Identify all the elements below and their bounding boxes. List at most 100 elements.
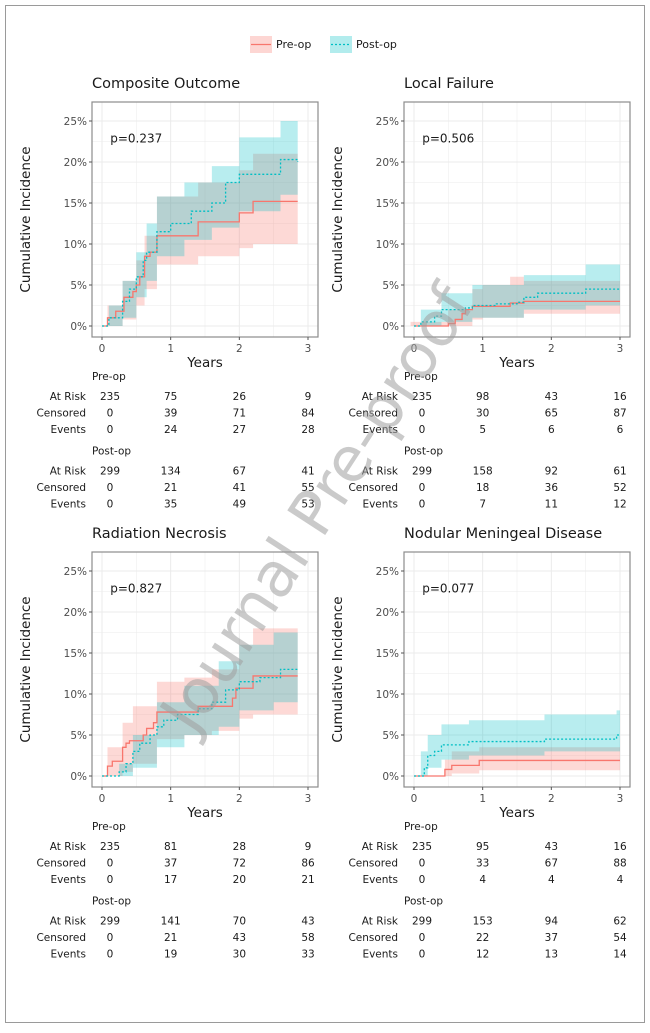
risk-table-cell: 299	[412, 916, 432, 928]
risk-table-row-label: Events	[362, 499, 398, 511]
risk-table-cell: 0	[419, 949, 426, 961]
y-tick-label: 15%	[376, 648, 399, 660]
risk-table-cell: 0	[419, 482, 426, 494]
risk-table-cell: 11	[545, 499, 558, 511]
y-axis-label: Cumulative Incidence	[18, 146, 34, 292]
x-axis-label: Years	[186, 805, 223, 821]
ci-band-pre-op	[107, 153, 298, 326]
risk-table-cell: 53	[301, 499, 314, 511]
p-value: p=0.077	[422, 581, 474, 595]
risk-table-cell: 65	[545, 408, 558, 420]
x-tick-label: 2	[236, 343, 243, 355]
y-tick-label: 10%	[64, 689, 87, 701]
risk-table-cell: 94	[545, 916, 559, 928]
risk-table-row-label: Censored	[36, 858, 86, 870]
risk-table-group-post-op: Post-op	[92, 446, 131, 458]
curve-post-op	[102, 158, 299, 327]
risk-table-group-post-op: Post-op	[404, 896, 443, 908]
risk-table-cell: 27	[233, 424, 246, 436]
x-tick-label: 3	[305, 793, 312, 805]
x-tick-label: 1	[167, 343, 174, 355]
panel-title: Local Failure	[404, 76, 494, 92]
y-tick-label: 0%	[382, 321, 399, 333]
risk-table-cell: 20	[233, 874, 246, 886]
risk-table-cell: 30	[233, 949, 246, 961]
y-axis-label: Cumulative Incidence	[330, 596, 346, 742]
risk-table-cell: 16	[613, 841, 627, 853]
ci-band-post-op	[420, 710, 620, 776]
y-tick-label: 0%	[382, 771, 399, 783]
plot-border	[91, 551, 319, 788]
y-tick-label: 10%	[376, 689, 399, 701]
ci-band-pre-op	[107, 628, 298, 776]
p-value: p=0.237	[110, 131, 162, 145]
y-tick-label: 25%	[376, 116, 399, 128]
risk-table-cell: 0	[107, 932, 114, 944]
x-axis-label: Years	[498, 355, 535, 371]
y-tick-label: 20%	[64, 607, 87, 619]
risk-table-cell: 33	[301, 949, 314, 961]
y-tick-label: 20%	[64, 157, 87, 169]
risk-table-cell: 39	[164, 408, 177, 420]
risk-table-row-label: At Risk	[50, 916, 87, 928]
y-tick-label: 15%	[64, 198, 87, 210]
x-tick-label: 2	[548, 343, 555, 355]
risk-table-cell: 0	[419, 424, 426, 436]
ci-band-post-op	[108, 121, 298, 326]
risk-table-cell: 92	[545, 466, 558, 478]
plot-border	[403, 101, 631, 338]
risk-table-cell: 22	[476, 932, 489, 944]
risk-table-cell: 86	[301, 858, 315, 870]
risk-table-cell: 35	[164, 499, 177, 511]
risk-table-row-label: Events	[362, 874, 398, 886]
risk-table-cell: 71	[233, 408, 246, 420]
panel-title: Radiation Necrosis	[92, 526, 227, 542]
risk-table-cell: 21	[301, 874, 314, 886]
plot-border	[403, 551, 631, 788]
risk-table-cell: 98	[476, 391, 489, 403]
risk-table-row-label: Censored	[36, 408, 86, 420]
risk-table-cell: 24	[164, 424, 178, 436]
risk-table-cell: 62	[613, 916, 626, 928]
risk-table-cell: 72	[233, 858, 246, 870]
panel-radiation-necrosis: Radiation Necrosis 0% 5% 10% 15% 20% 25% 0 1 2 3 Ye…	[18, 526, 319, 961]
risk-table-cell: 17	[164, 874, 177, 886]
ci-band-post-op	[119, 632, 298, 776]
risk-table-cell: 158	[473, 466, 493, 478]
legend-label-post-op: Post-op	[356, 38, 397, 51]
x-tick-label: 1	[167, 793, 174, 805]
y-tick-label: 25%	[376, 566, 399, 578]
y-axis-label: Cumulative Incidence	[330, 146, 346, 292]
risk-table-cell: 28	[233, 841, 246, 853]
risk-table-cell: 141	[161, 916, 181, 928]
y-tick-label: 25%	[64, 566, 87, 578]
y-tick-label: 10%	[376, 239, 399, 251]
risk-table-cell: 235	[100, 841, 120, 853]
risk-table-cell: 0	[107, 874, 114, 886]
risk-table-cell: 87	[613, 408, 626, 420]
x-tick-label: 0	[99, 793, 106, 805]
risk-table-cell: 134	[161, 466, 181, 478]
x-tick-label: 1	[479, 343, 486, 355]
x-tick-label: 3	[305, 343, 312, 355]
p-value: p=0.827	[110, 581, 162, 595]
risk-table-cell: 43	[233, 932, 246, 944]
panel-nodular-meningeal-disease: Nodular Meningeal Disease0%5%10%15%20%25…	[330, 526, 631, 961]
risk-table-cell: 70	[233, 916, 246, 928]
y-tick-label: 5%	[70, 730, 87, 742]
risk-table-cell: 75	[164, 391, 177, 403]
risk-table-cell: 61	[613, 466, 626, 478]
risk-table-cell: 0	[107, 482, 114, 494]
y-tick-label: 5%	[382, 280, 399, 292]
risk-table-cell: 0	[107, 949, 114, 961]
risk-table-cell: 67	[233, 466, 246, 478]
risk-table-cell: 235	[412, 841, 432, 853]
risk-table-row-label: Events	[50, 874, 86, 886]
y-tick-label: 10%	[64, 239, 87, 251]
p-value: p=0.506	[422, 131, 474, 145]
risk-table-cell: 37	[164, 858, 177, 870]
x-tick-label: 3	[617, 343, 624, 355]
risk-table-cell: 33	[476, 858, 489, 870]
legend-label-pre-op: Pre-op	[276, 38, 311, 51]
